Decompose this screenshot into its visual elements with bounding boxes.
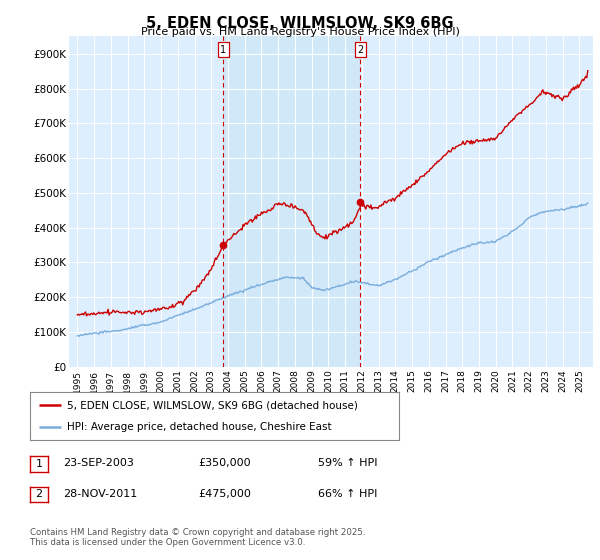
Text: 2: 2 <box>35 489 43 500</box>
Text: £350,000: £350,000 <box>198 458 251 468</box>
Text: HPI: Average price, detached house, Cheshire East: HPI: Average price, detached house, Ches… <box>67 422 332 432</box>
Text: 28-NOV-2011: 28-NOV-2011 <box>63 489 137 499</box>
Text: 1: 1 <box>220 45 227 55</box>
Text: £475,000: £475,000 <box>198 489 251 499</box>
Text: 2: 2 <box>357 45 364 55</box>
Text: 59% ↑ HPI: 59% ↑ HPI <box>318 458 377 468</box>
Bar <box>223 36 361 367</box>
Text: 23-SEP-2003: 23-SEP-2003 <box>63 458 134 468</box>
Text: Price paid vs. HM Land Registry's House Price Index (HPI): Price paid vs. HM Land Registry's House … <box>140 27 460 37</box>
Text: 1: 1 <box>35 459 43 469</box>
Text: 5, EDEN CLOSE, WILMSLOW, SK9 6BG: 5, EDEN CLOSE, WILMSLOW, SK9 6BG <box>146 16 454 31</box>
Text: 5, EDEN CLOSE, WILMSLOW, SK9 6BG (detached house): 5, EDEN CLOSE, WILMSLOW, SK9 6BG (detach… <box>67 400 358 410</box>
Text: Contains HM Land Registry data © Crown copyright and database right 2025.
This d: Contains HM Land Registry data © Crown c… <box>30 528 365 547</box>
Text: 66% ↑ HPI: 66% ↑ HPI <box>318 489 377 499</box>
